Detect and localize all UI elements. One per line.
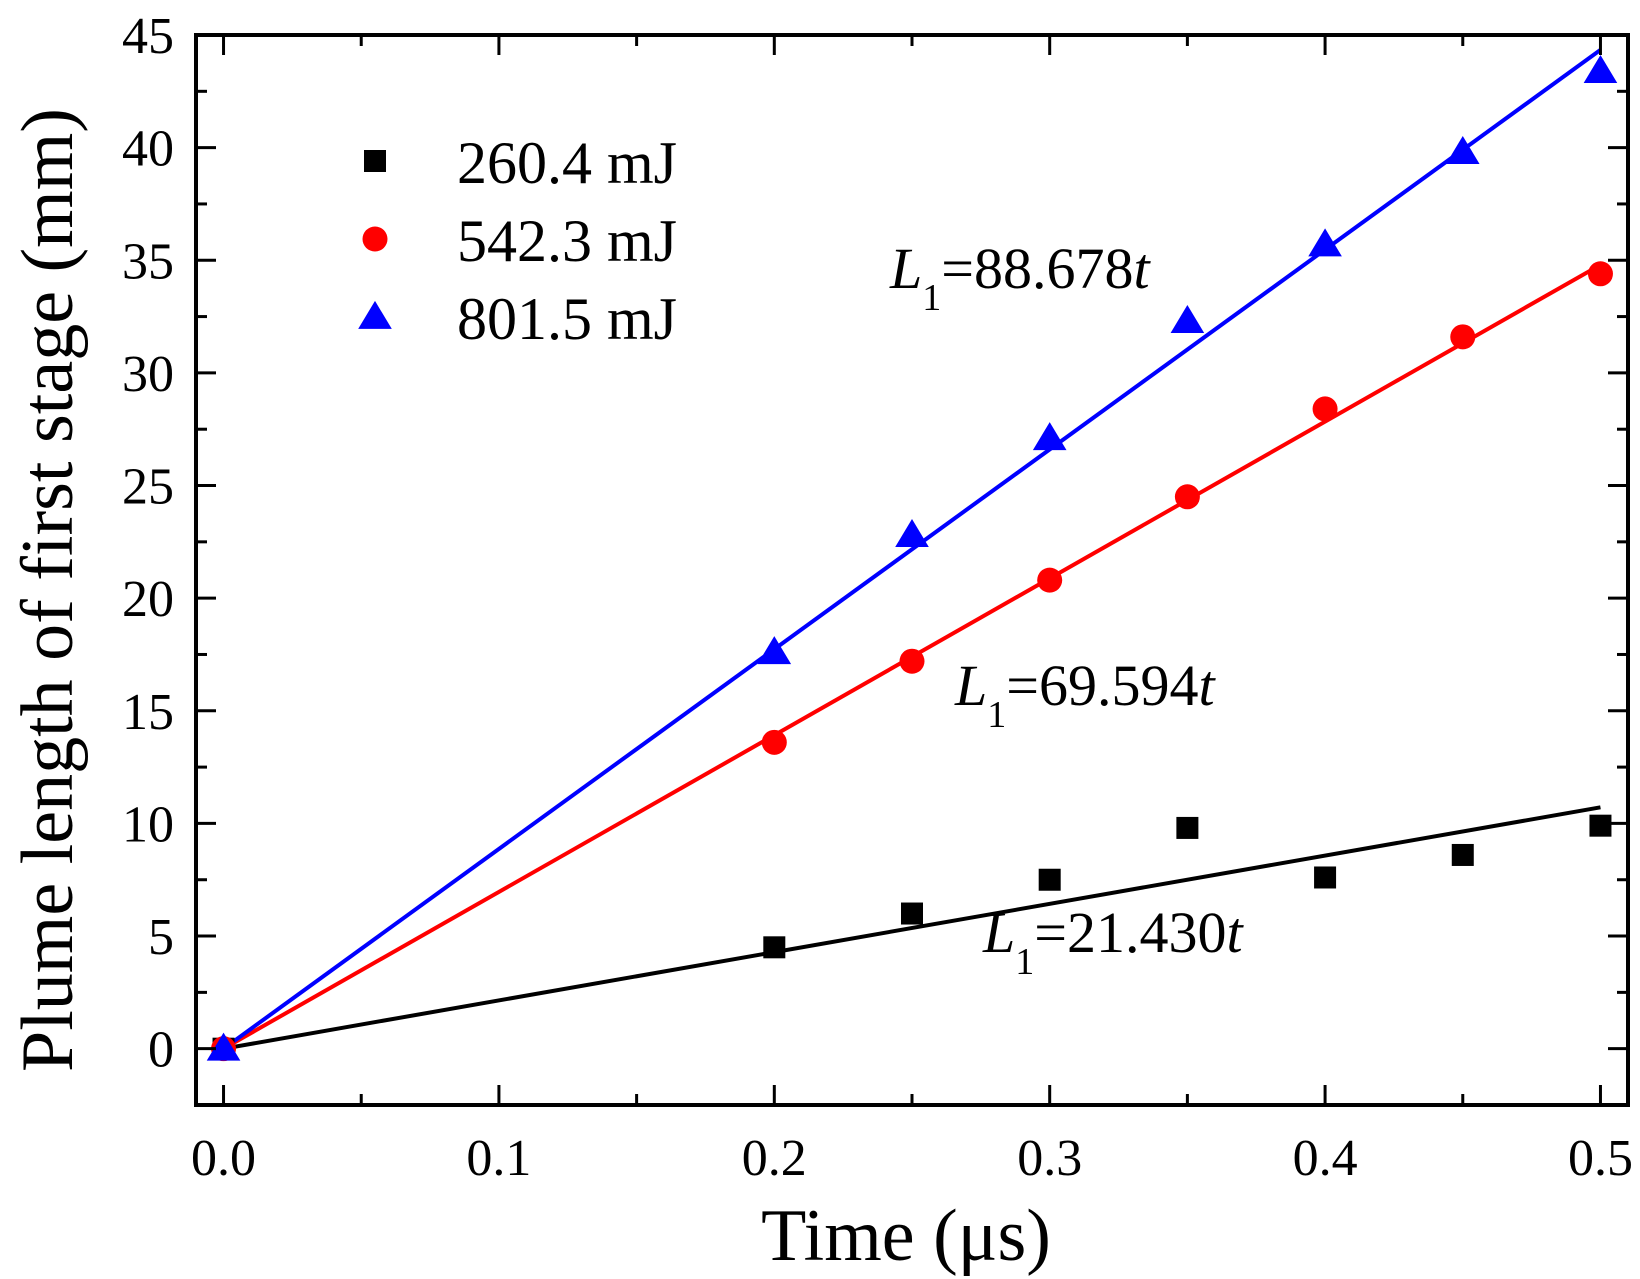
data-point-542-3-mj <box>1037 567 1063 593</box>
data-point-542-3-mj <box>761 729 787 755</box>
data-point-801-5-mj <box>206 1032 241 1061</box>
x-tick-label: 0.1 <box>466 1130 531 1187</box>
fit-lines <box>222 48 1602 1051</box>
legend-label: 542.3 mJ <box>457 208 677 274</box>
y-tick-label: 15 <box>122 684 174 741</box>
legend-marker <box>358 300 392 329</box>
data-point-260-4-mj <box>901 902 923 925</box>
y-tick-label: 45 <box>122 8 174 65</box>
data-point-801-5-mj <box>1170 304 1205 333</box>
y-tick-label: 40 <box>122 121 174 178</box>
data-point-260-4-mj <box>1314 866 1337 889</box>
legend-marker <box>362 226 388 252</box>
data-markers <box>206 54 1618 1062</box>
x-tick-label: 0.4 <box>1293 1130 1358 1187</box>
x-tick-label: 0.2 <box>742 1130 807 1187</box>
fit-equations: L1=21.430t L1=69.594t L1=88.678t <box>889 236 1244 983</box>
data-point-542-3-mj <box>1587 261 1613 287</box>
fit-equation: L1=88.678t <box>889 236 1151 319</box>
data-point-260-4-mj <box>1176 816 1199 839</box>
data-point-542-3-mj <box>1450 324 1476 350</box>
fit-equation: L1=69.594t <box>954 653 1216 736</box>
y-axis-label: Plume length of first stage (mm) <box>7 108 89 1072</box>
y-tick-label: 35 <box>122 233 174 290</box>
data-point-260-4-mj <box>1038 868 1061 891</box>
plot-frame <box>194 33 1630 1107</box>
data-point-801-5-mj <box>895 518 929 547</box>
y-tick-label: 25 <box>122 459 174 516</box>
legend: 260.4 mJ 542.3 mJ 801.5 mJ <box>358 130 677 352</box>
data-point-542-3-mj <box>1312 396 1338 422</box>
legend-marker <box>364 150 386 172</box>
y-tick-label: 10 <box>122 796 174 853</box>
axis-ticks <box>196 33 1628 1105</box>
data-point-801-5-mj <box>1583 54 1618 83</box>
data-point-801-5-mj <box>1308 228 1342 257</box>
data-point-801-5-mj <box>1032 422 1067 451</box>
fit-line-260-4-mj <box>223 805 1601 1051</box>
x-tick-label: 0.0 <box>191 1130 256 1187</box>
data-point-801-5-mj <box>1445 136 1480 165</box>
data-point-542-3-mj <box>1174 484 1200 510</box>
legend-label: 801.5 mJ <box>457 286 677 352</box>
data-point-801-5-mj <box>757 636 792 665</box>
y-tick-label: 5 <box>148 909 174 966</box>
x-tick-label: 0.3 <box>1017 1130 1082 1187</box>
data-point-260-4-mj <box>1451 843 1474 866</box>
legend-label: 260.4 mJ <box>457 130 677 196</box>
data-point-542-3-mj <box>899 648 925 674</box>
data-point-260-4-mj <box>1589 814 1612 837</box>
y-tick-label: 0 <box>148 1022 174 1079</box>
fit-line-801-5-mj <box>222 48 1602 1051</box>
x-tick-label: 0.5 <box>1568 1130 1633 1187</box>
y-tick-label: 20 <box>122 571 174 628</box>
fit-equation: L1=21.430t <box>982 900 1244 983</box>
x-axis-label: Time (μs) <box>761 1195 1051 1277</box>
data-point-260-4-mj <box>763 936 786 959</box>
y-tick-label: 30 <box>122 346 174 403</box>
tick-labels: 0.0 0.1 0.2 0.3 0.4 0.5 0 5 10 15 20 25 30 35 40 45 <box>122 8 1633 1187</box>
